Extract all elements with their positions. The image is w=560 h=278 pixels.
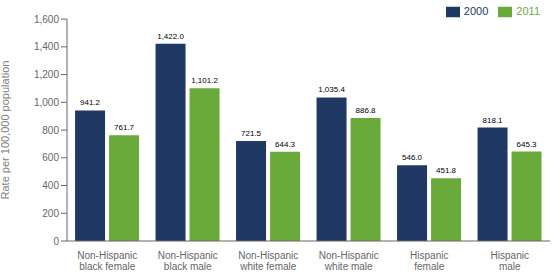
svg-text:451.8: 451.8 bbox=[436, 166, 457, 175]
svg-text:1,400: 1,400 bbox=[34, 41, 59, 52]
svg-text:Non-Hispanicwhite female: Non-Hispanicwhite female bbox=[238, 250, 298, 272]
svg-text:1,600: 1,600 bbox=[34, 14, 59, 25]
svg-text:Non-Hispanicblack female: Non-Hispanicblack female bbox=[77, 250, 137, 272]
svg-text:600: 600 bbox=[42, 152, 59, 163]
html-text:2011: 2011 bbox=[516, 5, 540, 17]
svg-text:Hispanicfemale: Hispanicfemale bbox=[410, 250, 448, 272]
svg-text:Hispanicmale: Hispanicmale bbox=[491, 250, 529, 272]
svg-text:200: 200 bbox=[42, 208, 59, 219]
svg-text:1,200: 1,200 bbox=[34, 69, 59, 80]
svg-text:818.1: 818.1 bbox=[483, 116, 504, 125]
svg-text:1,101.2: 1,101.2 bbox=[191, 76, 218, 85]
svg-text:1,035.4: 1,035.4 bbox=[318, 85, 345, 94]
svg-text:1,422.0: 1,422.0 bbox=[157, 32, 184, 41]
svg-text:Rate per 100,000 population: Rate per 100,000 population bbox=[8, 61, 11, 200]
svg-text:644.3: 644.3 bbox=[275, 140, 296, 149]
svg-text:Non-Hispanicblack male: Non-Hispanicblack male bbox=[158, 250, 218, 272]
svg-text:645.3: 645.3 bbox=[517, 140, 538, 149]
svg-text:1,000: 1,000 bbox=[34, 97, 59, 108]
html-text:2000: 2000 bbox=[463, 5, 489, 17]
svg-text:941.2: 941.2 bbox=[80, 98, 101, 107]
svg-text:886.8: 886.8 bbox=[356, 106, 377, 115]
svg-text:400: 400 bbox=[42, 180, 59, 191]
svg-text:800: 800 bbox=[42, 125, 59, 136]
svg-text:Non-Hispanicwhite male: Non-Hispanicwhite male bbox=[319, 250, 379, 272]
svg-text:546.0: 546.0 bbox=[402, 153, 423, 162]
svg-text:761.7: 761.7 bbox=[114, 123, 135, 132]
svg-text:0: 0 bbox=[53, 236, 59, 247]
svg-text:721.5: 721.5 bbox=[241, 129, 262, 138]
